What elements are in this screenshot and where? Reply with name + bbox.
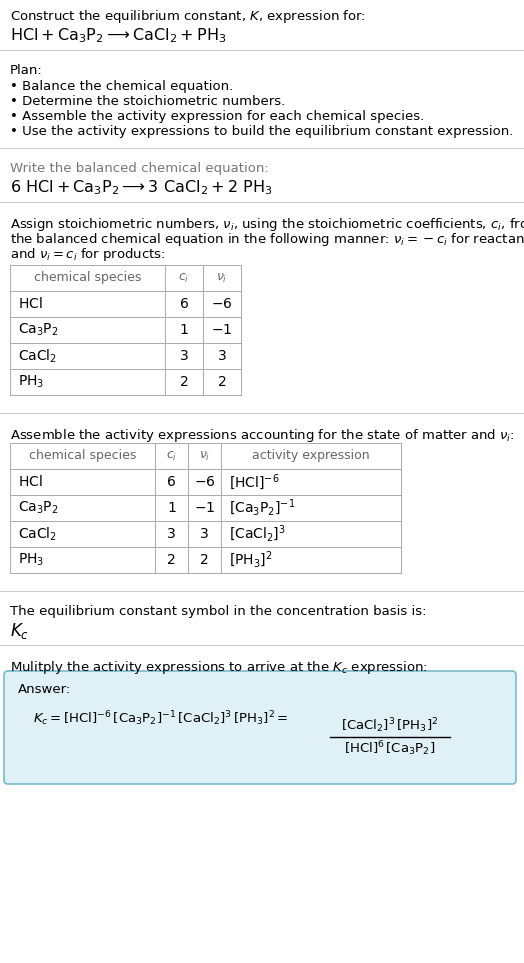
Text: activity expression: activity expression bbox=[252, 450, 370, 462]
Text: $[\mathrm{HCl}]^{-6}$: $[\mathrm{HCl}]^{-6}$ bbox=[229, 472, 280, 492]
Text: Construct the equilibrium constant, $K$, expression for:: Construct the equilibrium constant, $K$,… bbox=[10, 8, 366, 25]
Text: $K_c = [\mathrm{HCl}]^{-6}\,[\mathrm{Ca_3P_2}]^{-1}\,[\mathrm{CaCl_2}]^3\,[\math: $K_c = [\mathrm{HCl}]^{-6}\,[\mathrm{Ca_… bbox=[33, 709, 289, 728]
Text: $\mathrm{Ca_3P_2}$: $\mathrm{Ca_3P_2}$ bbox=[18, 500, 59, 516]
Text: $6\ \mathrm{HCl} + \mathrm{Ca_3P_2} \longrightarrow 3\ \mathrm{CaCl_2} + 2\ \mat: $6\ \mathrm{HCl} + \mathrm{Ca_3P_2} \lon… bbox=[10, 178, 272, 196]
Text: 6: 6 bbox=[180, 297, 189, 311]
Text: Mulitply the activity expressions to arrive at the $K_c$ expression:: Mulitply the activity expressions to arr… bbox=[10, 659, 428, 676]
Text: 2: 2 bbox=[167, 553, 176, 567]
Text: Assign stoichiometric numbers, $\nu_i$, using the stoichiometric coefficients, $: Assign stoichiometric numbers, $\nu_i$, … bbox=[10, 216, 524, 233]
Text: $[\mathrm{CaCl_2}]^3\,[\mathrm{PH_3}]^2$: $[\mathrm{CaCl_2}]^3\,[\mathrm{PH_3}]^2$ bbox=[341, 716, 439, 735]
Text: $[\mathrm{Ca_3P_2}]^{-1}$: $[\mathrm{Ca_3P_2}]^{-1}$ bbox=[229, 498, 296, 518]
Text: $c_i$: $c_i$ bbox=[178, 272, 190, 284]
Text: chemical species: chemical species bbox=[34, 272, 141, 284]
Text: 3: 3 bbox=[200, 527, 209, 541]
Text: $\mathrm{CaCl_2}$: $\mathrm{CaCl_2}$ bbox=[18, 525, 57, 543]
Text: Plan:: Plan: bbox=[10, 64, 43, 77]
Text: $-6$: $-6$ bbox=[211, 297, 233, 311]
Text: $\mathrm{HCl}$: $\mathrm{HCl}$ bbox=[18, 297, 42, 311]
Text: $c_i$: $c_i$ bbox=[166, 450, 177, 462]
Text: chemical species: chemical species bbox=[29, 450, 136, 462]
Text: $[\mathrm{HCl}]^6\,[\mathrm{Ca_3P_2}]$: $[\mathrm{HCl}]^6\,[\mathrm{Ca_3P_2}]$ bbox=[344, 739, 435, 758]
Text: $\mathrm{HCl}$: $\mathrm{HCl}$ bbox=[18, 475, 42, 489]
Text: $-1$: $-1$ bbox=[211, 323, 233, 337]
Text: $-6$: $-6$ bbox=[194, 475, 215, 489]
Text: 2: 2 bbox=[180, 375, 188, 389]
Text: $\nu_i$: $\nu_i$ bbox=[199, 450, 210, 462]
Text: • Determine the stoichiometric numbers.: • Determine the stoichiometric numbers. bbox=[10, 95, 285, 108]
Text: $\mathrm{Ca_3P_2}$: $\mathrm{Ca_3P_2}$ bbox=[18, 322, 59, 338]
Text: $\mathrm{CaCl_2}$: $\mathrm{CaCl_2}$ bbox=[18, 348, 57, 365]
Text: Write the balanced chemical equation:: Write the balanced chemical equation: bbox=[10, 162, 269, 175]
Text: 3: 3 bbox=[167, 527, 176, 541]
Text: the balanced chemical equation in the following manner: $\nu_i = -c_i$ for react: the balanced chemical equation in the fo… bbox=[10, 231, 524, 248]
Text: 2: 2 bbox=[200, 553, 209, 567]
Text: • Use the activity expressions to build the equilibrium constant expression.: • Use the activity expressions to build … bbox=[10, 125, 514, 138]
Text: $\mathrm{PH_3}$: $\mathrm{PH_3}$ bbox=[18, 552, 45, 568]
Text: 1: 1 bbox=[180, 323, 189, 337]
Text: $\mathrm{HCl} + \mathrm{Ca_3P_2} \longrightarrow \mathrm{CaCl_2} + \mathrm{PH_3}: $\mathrm{HCl} + \mathrm{Ca_3P_2} \longri… bbox=[10, 26, 226, 44]
Text: The equilibrium constant symbol in the concentration basis is:: The equilibrium constant symbol in the c… bbox=[10, 605, 427, 618]
Text: and $\nu_i = c_i$ for products:: and $\nu_i = c_i$ for products: bbox=[10, 246, 166, 263]
Text: $\nu_i$: $\nu_i$ bbox=[216, 272, 228, 284]
Text: 3: 3 bbox=[180, 349, 188, 363]
Text: Assemble the activity expressions accounting for the state of matter and $\nu_i$: Assemble the activity expressions accoun… bbox=[10, 427, 515, 444]
Text: 2: 2 bbox=[217, 375, 226, 389]
Text: • Balance the chemical equation.: • Balance the chemical equation. bbox=[10, 80, 233, 93]
Text: • Assemble the activity expression for each chemical species.: • Assemble the activity expression for e… bbox=[10, 110, 424, 123]
FancyBboxPatch shape bbox=[4, 671, 516, 784]
Text: Answer:: Answer: bbox=[18, 683, 71, 696]
Text: $K_c$: $K_c$ bbox=[10, 621, 29, 641]
Text: 3: 3 bbox=[217, 349, 226, 363]
Text: $[\mathrm{PH_3}]^2$: $[\mathrm{PH_3}]^2$ bbox=[229, 550, 272, 570]
Text: $-1$: $-1$ bbox=[194, 501, 215, 515]
Text: $\mathrm{PH_3}$: $\mathrm{PH_3}$ bbox=[18, 374, 45, 390]
Text: 1: 1 bbox=[167, 501, 176, 515]
Text: 6: 6 bbox=[167, 475, 176, 489]
Text: $[\mathrm{CaCl_2}]^3$: $[\mathrm{CaCl_2}]^3$ bbox=[229, 524, 286, 544]
